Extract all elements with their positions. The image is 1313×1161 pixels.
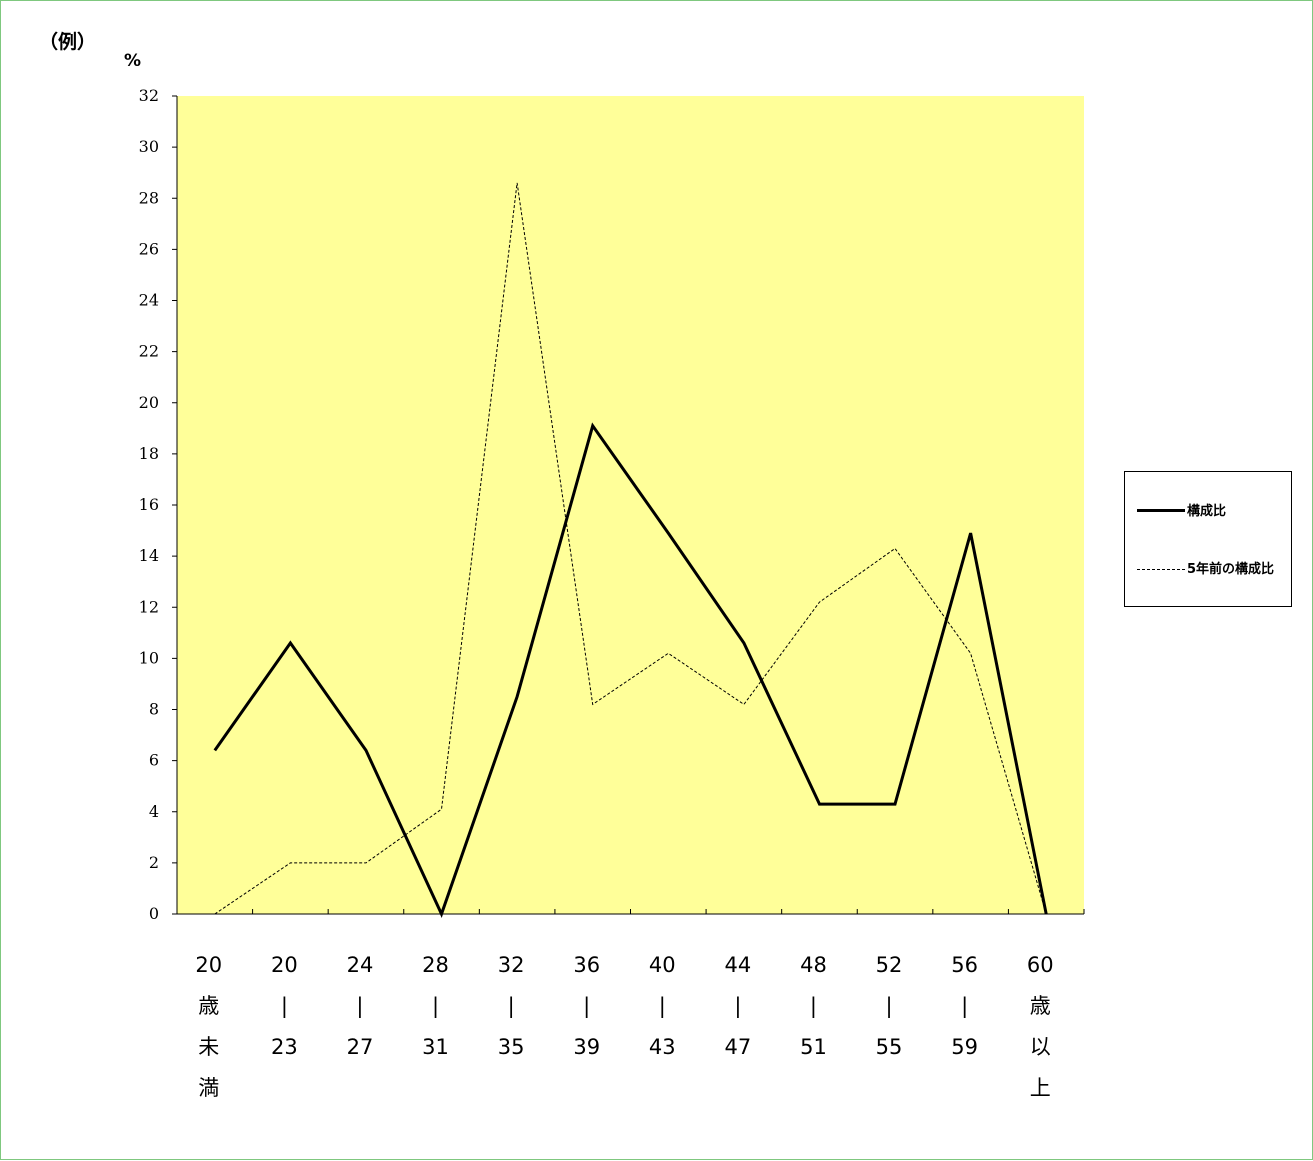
x-tick-label-line: | xyxy=(330,986,390,1027)
x-tick-label: 24|27 xyxy=(330,945,390,1068)
x-tick-label-line: | xyxy=(481,986,541,1027)
x-tick-label-line: 35 xyxy=(481,1027,541,1068)
x-tick-label-line: 満 xyxy=(179,1068,239,1109)
x-tick-label-line: 55 xyxy=(859,1027,919,1068)
y-tick-label: 2 xyxy=(149,853,159,872)
y-tick-label: 8 xyxy=(149,700,159,719)
x-tick-label: 20|23 xyxy=(254,945,314,1068)
x-tick-label-line: 未 xyxy=(179,1027,239,1068)
x-tick-label-line: 32 xyxy=(481,945,541,986)
y-tick-label: 14 xyxy=(139,546,159,565)
x-tick-label-line: 60 xyxy=(1010,945,1070,986)
x-tick-label: 52|55 xyxy=(859,945,919,1068)
x-tick-label-line: 20 xyxy=(179,945,239,986)
x-tick-label-line: | xyxy=(859,986,919,1027)
x-tick-label-line: | xyxy=(708,986,768,1027)
x-tick-label: 40|43 xyxy=(632,945,692,1068)
y-tick-label: 0 xyxy=(149,904,159,923)
x-tick-label-line: 23 xyxy=(254,1027,314,1068)
x-tick-label: 44|47 xyxy=(708,945,768,1068)
x-tick-label-line: 47 xyxy=(708,1027,768,1068)
x-tick-label-line: 44 xyxy=(708,945,768,986)
legend: 構成比 5年前の構成比 xyxy=(1124,471,1292,607)
x-tick-label-line: 27 xyxy=(330,1027,390,1068)
legend-swatch-solid xyxy=(1137,509,1185,512)
y-tick-label: 20 xyxy=(139,393,159,412)
legend-swatch-dashed xyxy=(1137,569,1185,570)
x-tick-label-line: | xyxy=(406,986,466,1027)
y-tick-label: 12 xyxy=(139,597,159,616)
plot-area xyxy=(177,96,1084,914)
y-tick-label: 6 xyxy=(149,751,159,770)
x-tick-label-line: | xyxy=(783,986,843,1027)
legend-label-series-1: 構成比 xyxy=(1187,500,1226,519)
x-tick-label-line: 43 xyxy=(632,1027,692,1068)
x-tick-label: 32|35 xyxy=(481,945,541,1068)
y-tick-label: 30 xyxy=(139,137,159,156)
x-tick-label-line: 48 xyxy=(783,945,843,986)
y-tick-label: 22 xyxy=(139,342,159,361)
x-tick-label-line: | xyxy=(935,986,995,1027)
x-tick-label-line: 36 xyxy=(557,945,617,986)
x-tick-label-line: 28 xyxy=(406,945,466,986)
x-tick-label: 56|59 xyxy=(935,945,995,1068)
x-tick-label-line: 52 xyxy=(859,945,919,986)
x-tick-label-line: 歳 xyxy=(1010,986,1070,1027)
y-tick-label: 16 xyxy=(139,495,159,514)
x-tick-label: 48|51 xyxy=(783,945,843,1068)
x-tick-label-line: 31 xyxy=(406,1027,466,1068)
x-tick-label-line: 上 xyxy=(1010,1068,1070,1109)
x-tick-label-line: 56 xyxy=(935,945,995,986)
x-tick-label-line: 20 xyxy=(254,945,314,986)
x-tick-label-line: 39 xyxy=(557,1027,617,1068)
y-tick-label: 10 xyxy=(139,648,159,667)
x-tick-label-line: 以 xyxy=(1010,1027,1070,1068)
y-tick-label: 4 xyxy=(149,802,159,821)
x-tick-label-line: 59 xyxy=(935,1027,995,1068)
x-tick-label-line: 51 xyxy=(783,1027,843,1068)
x-tick-label-line: | xyxy=(254,986,314,1027)
x-tick-label-line: 24 xyxy=(330,945,390,986)
x-tick-label-line: | xyxy=(632,986,692,1027)
y-tick-label: 26 xyxy=(139,239,159,258)
y-tick-label: 32 xyxy=(139,86,159,105)
x-tick-label: 36|39 xyxy=(557,945,617,1068)
y-tick-label: 28 xyxy=(139,188,159,207)
x-tick-label: 28|31 xyxy=(406,945,466,1068)
y-tick-label: 24 xyxy=(139,291,159,310)
y-tick-label: 18 xyxy=(139,444,159,463)
legend-label-series-2: 5年前の構成比 xyxy=(1187,560,1287,579)
x-tick-label-line: 歳 xyxy=(179,986,239,1027)
x-tick-label-line: 40 xyxy=(632,945,692,986)
x-tick-label-line: | xyxy=(557,986,617,1027)
